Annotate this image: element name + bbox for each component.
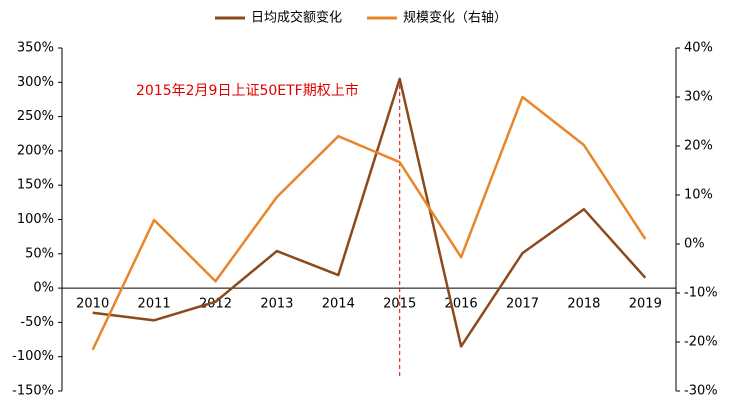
y-tick-label: -100% (12, 349, 54, 364)
y-tick-label: 350% (17, 41, 54, 56)
legend-label: 日均成交额变化 (251, 10, 342, 26)
y2-tick-label: 30% (684, 90, 713, 105)
y-tick-label: 150% (17, 178, 54, 193)
y-tick-label: 100% (17, 212, 54, 227)
y2-tick-label: 10% (684, 188, 713, 203)
annotation-text: 2015年2月9日上证50ETF期权上市 (136, 82, 359, 99)
x-tick-label: 2010 (76, 297, 109, 312)
x-tick-label: 2019 (629, 297, 662, 312)
y2-tick-label: 0% (684, 237, 705, 252)
x-tick-label: 2011 (138, 297, 171, 312)
y2-tick-label: -30% (684, 384, 718, 399)
y2-tick-label: -10% (684, 286, 718, 301)
series-line (91, 95, 647, 351)
x-tick-label: 2013 (260, 297, 293, 312)
x-tick-label: 2018 (567, 297, 600, 312)
y-tick-label: -50% (20, 315, 54, 330)
y2-tick-label: 40% (684, 41, 713, 56)
y-tick-label: 50% (25, 246, 54, 261)
y2-tick-label: 20% (684, 139, 713, 154)
y-tick-label: 200% (17, 143, 54, 158)
x-tick-label: 2012 (199, 297, 232, 312)
y2-tick-label: -20% (684, 335, 718, 350)
y-tick-label: -150% (12, 384, 54, 399)
series-line (92, 77, 647, 348)
y-tick-label: 300% (17, 75, 54, 90)
y-tick-label: 250% (17, 109, 54, 124)
legend-label: 规模变化（右轴） (403, 10, 507, 26)
x-tick-label: 2014 (322, 297, 355, 312)
x-tick-label: 2017 (506, 297, 539, 312)
y-tick-label: 0% (33, 281, 54, 296)
